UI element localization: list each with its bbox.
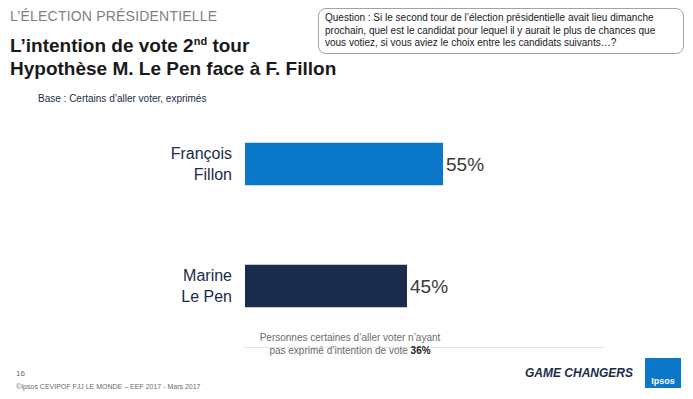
html-text:Hypothèse M. Le Pen face à F.: Hypothèse M. Le Pen face à F. Fillon <box>10 58 337 80</box>
html-text:GAME CHANGERS: GAME CHANGERS <box>525 366 633 380</box>
html-text:L’intention de vote 2ndtour: L’intention de vote 2ndtour <box>10 35 250 57</box>
html-text:Ipsos: Ipsos <box>651 376 675 386</box>
svg-text:45%: 45% <box>410 276 448 297</box>
svg-text:55%: 55% <box>446 154 484 175</box>
svg-text:FrançoisFillon: FrançoisFillon <box>171 145 232 183</box>
html-text:Personnes certaines d’aller vo: Personnes certaines d’aller voter n’ayan… <box>259 332 441 343</box>
svg-text:MarineLe Pen: MarineLe Pen <box>181 267 232 305</box>
html-text:Base : Certains d’aller voter,: Base : Certains d’aller voter, exprimés <box>38 93 207 104</box>
html-text:L’ÉLECTION PRÉSIDENTIELLE: L’ÉLECTION PRÉSIDENTIELLE <box>10 8 218 24</box>
html-text:pas exprimé d’intention de vot: pas exprimé d’intention de vote 36% <box>269 345 431 356</box>
html-text:16: 16 <box>16 369 25 378</box>
html-text:Question : Si le second tour d: Question : Si le second tour de l’électi… <box>325 12 656 48</box>
html-text:©Ipsos CEVIPOF FJJ LE MONDE –: ©Ipsos CEVIPOF FJJ LE MONDE – EEF 2017 -… <box>16 383 201 390</box>
